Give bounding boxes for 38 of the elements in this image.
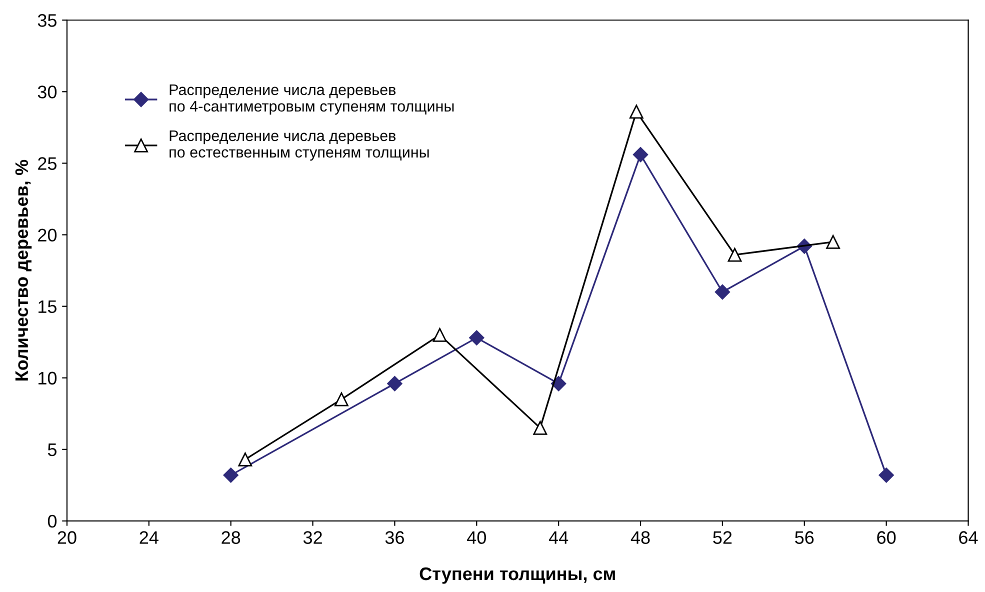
y-tick-label: 5 bbox=[48, 444, 56, 456]
x-tick-label: 52 bbox=[713, 531, 732, 544]
y-tick-label: 15 bbox=[38, 300, 57, 314]
point bbox=[632, 147, 648, 162]
x-tick-label: 60 bbox=[877, 531, 896, 544]
point bbox=[878, 468, 894, 483]
x-tick-label: 56 bbox=[795, 531, 814, 544]
y-axis-title: Количество деревьев, % bbox=[15, 160, 32, 380]
legend-label: Распределение числа деревьев по естественным ступеням толщины bbox=[170, 130, 429, 161]
x-tick-label: 44 bbox=[548, 531, 568, 544]
x-tick-label: 40 bbox=[467, 531, 486, 544]
x-tick-label: 48 bbox=[630, 531, 650, 544]
point bbox=[432, 328, 447, 342]
point bbox=[533, 421, 548, 435]
x-tick-label: 64 bbox=[959, 531, 978, 544]
x-tick-label: 36 bbox=[385, 531, 404, 544]
x-tick-label: 28 bbox=[222, 531, 240, 544]
y-tick-label: 35 bbox=[38, 14, 57, 27]
y-tick-label: 30 bbox=[38, 86, 57, 98]
x-tick-label: 20 bbox=[58, 531, 76, 544]
x-tick-label: 32 bbox=[303, 531, 322, 544]
point bbox=[387, 376, 402, 392]
point bbox=[551, 376, 566, 392]
point bbox=[238, 452, 252, 466]
point bbox=[826, 234, 840, 249]
point bbox=[334, 392, 348, 406]
point bbox=[469, 330, 484, 346]
y-tick-label: 10 bbox=[38, 372, 57, 385]
x-tick-label: 24 bbox=[140, 531, 158, 544]
legend-label: Распределение числа деревьев по 4-сантиметровым ступеням толщины bbox=[170, 84, 454, 115]
x-axis-title: Ступени толщины, см bbox=[420, 567, 615, 584]
y-tick-label: 20 bbox=[38, 228, 57, 242]
point bbox=[223, 468, 238, 483]
point bbox=[714, 284, 730, 300]
point bbox=[728, 248, 742, 262]
point bbox=[629, 104, 644, 119]
y-tick-label: 25 bbox=[38, 157, 57, 170]
y-tick-label: 0 bbox=[48, 514, 57, 528]
